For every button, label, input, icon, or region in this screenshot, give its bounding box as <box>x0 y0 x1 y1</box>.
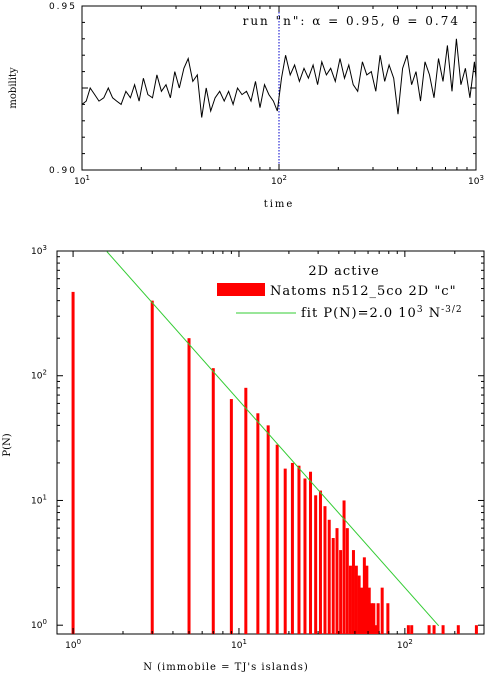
mobility-y-label: mobility <box>8 67 19 109</box>
bar <box>357 575 361 634</box>
bar <box>211 368 215 634</box>
distribution-chart: 100 101 102 100 101 102 103 P(N) N (immobile =… <box>2 244 485 673</box>
y-tick-label: 103 <box>31 244 47 257</box>
bar <box>150 300 154 634</box>
bar <box>266 425 270 634</box>
bar <box>441 625 445 634</box>
bar <box>283 468 287 634</box>
bar <box>244 387 248 634</box>
bar <box>370 603 374 634</box>
bars-group <box>71 291 478 634</box>
bar <box>331 538 335 634</box>
bar <box>314 495 318 634</box>
mobility-series-line <box>81 38 477 118</box>
distribution-plot-frame <box>56 250 485 635</box>
run-annotation: run "n": α = 0.95, θ = 0.74 <box>243 14 460 28</box>
distribution-ticks: 100 101 102 100 101 102 103 <box>31 244 485 651</box>
bar <box>318 490 322 634</box>
y-tick-label: 102 <box>31 369 47 382</box>
bar <box>456 625 460 634</box>
bar <box>256 413 260 634</box>
bar <box>406 625 410 634</box>
bar <box>432 625 436 634</box>
fit-line <box>106 251 440 627</box>
bar <box>290 462 294 634</box>
fit-label-exp1: 3 <box>417 305 424 315</box>
bar <box>297 465 301 634</box>
time-x-label: time <box>264 199 295 210</box>
bar <box>327 519 331 634</box>
legend-fit-label: fit P(N)=2.0 103 N-3/2 <box>301 305 463 321</box>
bar <box>303 478 307 634</box>
x-tick-label: 103 <box>468 174 484 187</box>
bar <box>376 603 380 634</box>
bar <box>386 603 390 634</box>
bar <box>474 625 478 634</box>
bar <box>187 338 191 634</box>
bar <box>71 291 75 634</box>
bar <box>410 625 414 634</box>
bar <box>339 550 343 634</box>
x-tick-label: 100 <box>65 638 81 651</box>
y-tick-label: 100 <box>31 618 47 631</box>
x-tick-label: 101 <box>231 638 247 651</box>
bar <box>360 587 364 634</box>
bar <box>229 399 233 634</box>
legend: 2D active Natoms n512_5co 2D "c" fit P(N… <box>217 264 463 321</box>
legend-title: 2D active <box>308 264 379 279</box>
legend-bar-label: Natoms n512_5co 2D "c" <box>270 284 457 299</box>
y-tick-label: 0.95 <box>49 2 77 12</box>
fit-label-exp2: -3/2 <box>441 305 463 315</box>
bar <box>427 625 431 634</box>
y-tick-label: 101 <box>31 493 47 506</box>
bar <box>275 444 279 634</box>
y-tick-label: 0.90 <box>49 166 77 176</box>
legend-bar-swatch <box>217 283 265 296</box>
bar <box>367 587 371 634</box>
bar <box>380 587 384 634</box>
x-tick-label: 102 <box>397 638 413 651</box>
bar <box>309 471 313 634</box>
fit-label-mid: N <box>424 306 442 321</box>
bar <box>342 500 346 634</box>
bar <box>374 625 378 634</box>
bar <box>362 557 366 634</box>
bar <box>335 528 339 634</box>
bar <box>372 603 376 634</box>
fit-label-main: fit P(N)=2.0 10 <box>301 306 417 321</box>
bar <box>345 528 349 634</box>
bar <box>365 565 369 634</box>
bar <box>323 506 327 634</box>
bar <box>348 565 352 634</box>
n-x-label: N (immobile = TJ's islands) <box>143 662 309 673</box>
pn-y-label: P(N) <box>2 433 13 456</box>
x-tick-label: 102 <box>271 174 287 187</box>
bar <box>351 550 355 634</box>
bar <box>354 565 358 634</box>
